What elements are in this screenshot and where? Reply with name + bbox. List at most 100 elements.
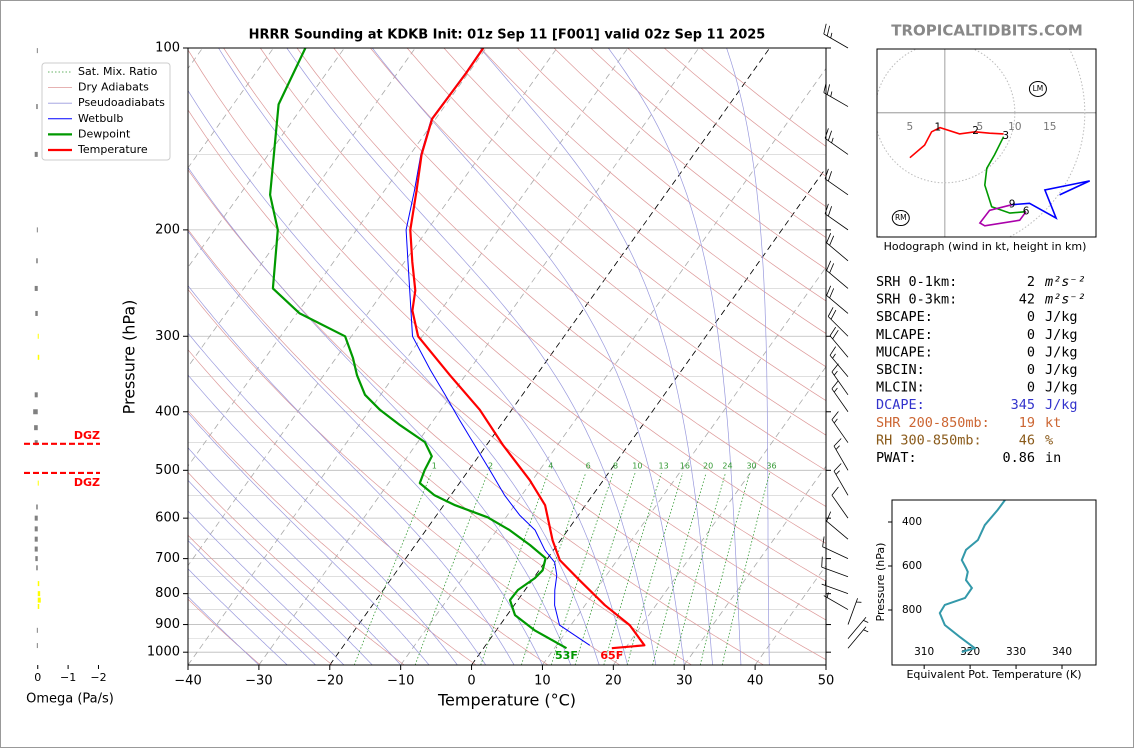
dry-adiabat xyxy=(406,48,826,402)
legend-box xyxy=(41,62,171,161)
thetae-y-tick-label: 400 xyxy=(902,516,922,528)
dry-adiabat xyxy=(188,349,549,665)
wind-barb xyxy=(821,556,849,578)
sounding-line xyxy=(269,48,568,650)
pseudoadiabat xyxy=(188,539,316,665)
x-tick-label: −10 xyxy=(387,674,414,689)
index-value: 0 xyxy=(1027,327,1035,343)
mixing-ratio-label: 13 xyxy=(659,462,669,471)
thetae-x-tick-label: 310 xyxy=(914,646,934,658)
mixing-ratio-label: 4 xyxy=(548,462,553,471)
mixing-ratio-label: 6 xyxy=(586,462,591,471)
hodo-frame xyxy=(876,48,1097,238)
omega-bar xyxy=(37,354,40,360)
dry-adiabat xyxy=(188,471,405,665)
legend-label: Wetbulb xyxy=(78,112,123,125)
index-unit: J/kg xyxy=(1045,380,1078,396)
omega-bar xyxy=(36,258,38,264)
wind-barb xyxy=(826,511,849,540)
chart-title: HRRR Sounding at KDKB Init: 01z Sep 11 [… xyxy=(249,28,766,43)
dry-adiabat xyxy=(188,534,333,665)
omega-x-tick-label: 0 xyxy=(34,671,41,684)
mixing-ratio-line xyxy=(652,472,707,665)
omega-bar xyxy=(36,565,38,571)
omega-bar xyxy=(37,591,41,597)
dry-adiabat xyxy=(443,48,826,368)
wind-barb xyxy=(824,128,849,155)
x-tick-label: −20 xyxy=(316,674,343,689)
index-value: 0 xyxy=(1027,380,1035,396)
wind-barb xyxy=(826,260,849,289)
index-unit: J/kg xyxy=(1045,362,1078,378)
x-tick-label: 50 xyxy=(818,674,835,689)
mixing-ratio-line xyxy=(673,472,726,665)
index-value: 0.86 xyxy=(1002,450,1035,466)
index-unit: J/kg xyxy=(1045,397,1078,413)
omega-bar xyxy=(34,425,38,431)
y-tick-label: 700 xyxy=(155,551,180,566)
omega-bar xyxy=(37,333,39,339)
index-value: 0 xyxy=(1027,344,1035,360)
pseudoadiabat xyxy=(188,374,458,665)
omega-bar xyxy=(36,643,38,649)
storm-motion-label: RM xyxy=(895,213,907,222)
omega-bar xyxy=(34,151,38,157)
index-unit: J/kg xyxy=(1045,309,1078,325)
y-tick-label: 500 xyxy=(155,463,180,478)
omega-bar xyxy=(34,285,38,291)
surface-label: 65F xyxy=(600,649,623,662)
y-tick-label: 100 xyxy=(155,41,180,56)
index-label: DCAPE: xyxy=(876,397,925,413)
site-label: TROPICALTIDBITS.COM xyxy=(891,22,1083,40)
wind-barb xyxy=(847,626,869,649)
mixing-ratio-label: 24 xyxy=(722,462,732,471)
dry-adiabat xyxy=(370,48,826,436)
pseudoadiabat xyxy=(286,48,657,665)
omega-bar xyxy=(34,392,38,398)
index-unit: % xyxy=(1045,432,1053,448)
pseudoadiabat xyxy=(188,230,543,665)
wind-barb xyxy=(831,363,849,396)
dry-adiabat xyxy=(188,410,477,665)
pseudoadiabat xyxy=(188,285,515,665)
x-tick-label: 10 xyxy=(534,674,551,689)
thetae-y-tick-label: 600 xyxy=(902,560,922,572)
omega-bar xyxy=(36,104,38,110)
thetae-y-tick-label: 800 xyxy=(902,604,922,616)
dry-adiabat xyxy=(223,48,826,582)
pseudoadiabat xyxy=(188,479,373,665)
thetae-y-label: Pressure (hPa) xyxy=(874,543,887,622)
isotherm xyxy=(188,48,416,368)
y-tick-label: 300 xyxy=(155,329,180,344)
isotherm xyxy=(188,48,345,268)
wind-barb xyxy=(823,23,849,49)
dry-adiabat xyxy=(296,48,826,507)
isotherm xyxy=(400,67,826,665)
index-label: MUCAPE: xyxy=(876,344,933,360)
index-value: 42 xyxy=(1019,292,1035,308)
dry-adiabat xyxy=(188,109,826,661)
wind-barb xyxy=(821,580,849,595)
pseudoadiabat xyxy=(372,48,685,665)
omega-bar xyxy=(35,310,38,316)
index-label: PWAT: xyxy=(876,450,917,466)
mixing-ratio-line xyxy=(353,472,432,665)
dry-adiabat xyxy=(188,598,261,665)
hodo-line xyxy=(983,136,1027,214)
y-tick-label: 800 xyxy=(155,586,180,601)
omega-bar xyxy=(34,526,38,532)
pseudoadiabat xyxy=(218,48,628,665)
omega-bar xyxy=(34,536,38,542)
sounding-line xyxy=(405,48,591,646)
isotherm xyxy=(188,48,274,169)
x-tick-label: 20 xyxy=(605,674,622,689)
legend-label: Dewpoint xyxy=(78,127,131,140)
pseudoadiabat xyxy=(726,48,770,665)
height-label: 3 xyxy=(1002,130,1009,142)
index-unit: kt xyxy=(1045,415,1061,431)
wind-barb xyxy=(827,307,849,337)
pseudoadiabat xyxy=(188,447,401,665)
mixing-ratio-label: 30 xyxy=(746,462,756,471)
legend-label: Pseudoadiabats xyxy=(78,96,165,109)
